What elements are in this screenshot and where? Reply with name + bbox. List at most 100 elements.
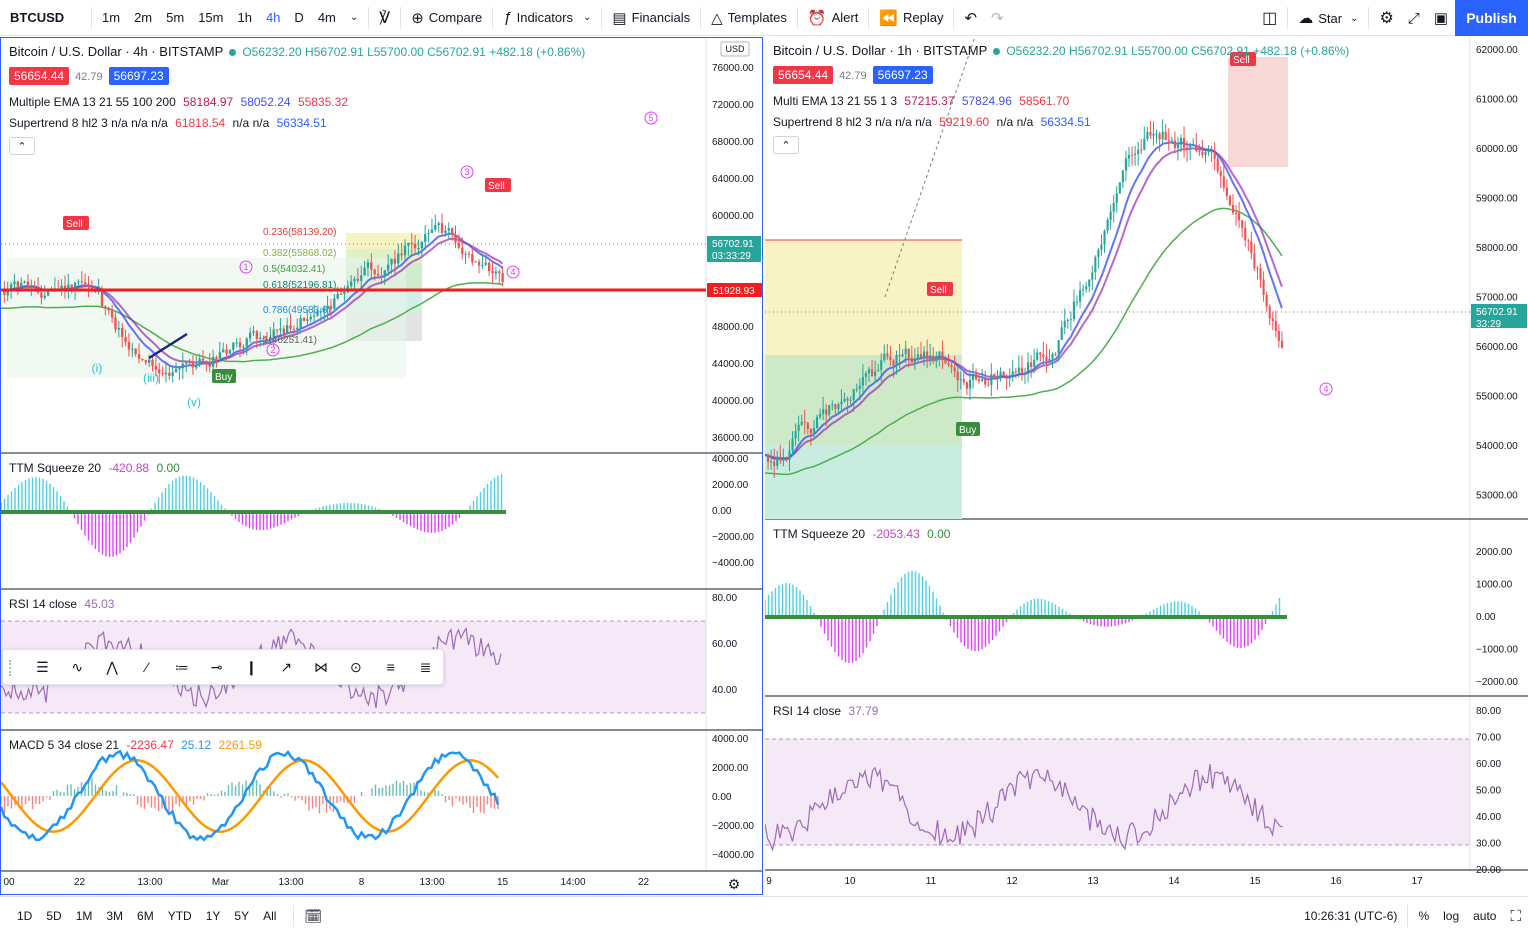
rsi-axis-label: 80.00 [1476, 706, 1501, 717]
compare-label: Compare [428, 10, 483, 25]
range-6m[interactable]: 6M [137, 909, 154, 923]
range-1d[interactable]: 1D [17, 909, 33, 923]
trend-line-icon[interactable]: ∕ [145, 659, 149, 675]
toolbar-divider [1368, 7, 1370, 29]
right-ema-legend[interactable]: Multi EMA 13 21 55 1 3 57215.37 57824.96… [773, 94, 1069, 108]
last-price-tag [1471, 304, 1527, 328]
range-5y[interactable]: 5Y [234, 909, 250, 923]
ask-badge[interactable]: 56697.23 [108, 67, 169, 85]
interval-d[interactable]: D [294, 10, 304, 25]
ttm-zero: 0.00 [927, 527, 951, 541]
log-scale-toggle[interactable]: log [1443, 909, 1460, 923]
abc-pattern-icon[interactable]: ⋀ [106, 658, 118, 675]
price-axis-label: 57000.00 [1476, 293, 1518, 304]
candle-body [1195, 145, 1198, 152]
range-all[interactable]: All [263, 909, 277, 923]
right-chart-panel[interactable]: 62000.00 61000.00 60000.00 59000.00 58000.00… [765, 37, 1528, 895]
elliott-wave-circle [506, 265, 520, 279]
ray-icon[interactable]: ↗ [280, 658, 293, 675]
interval-5m[interactable]: 5m [166, 10, 185, 25]
collapse-legend-chevron-up-icon[interactable]: ⌃ [773, 136, 799, 154]
left-chart-panel[interactable]: 76000.00 72000.00 68000.00 64000.00 60000.00… [0, 37, 763, 895]
interval-2m[interactable]: 2m [134, 10, 153, 25]
undo-icon[interactable]: ↶ [964, 9, 978, 27]
layout-icon[interactable]: ◫ [1262, 10, 1278, 27]
left-chart-title: Bitcoin / U.S. Dollar · 4h · BITSTAMP [9, 44, 224, 59]
candle-body [947, 363, 950, 366]
left-rsi-legend[interactable]: RSI 14 close 45.03 [9, 597, 114, 611]
settings-gear-icon[interactable]: ⚙ [1379, 10, 1394, 27]
fib-retracement-icon[interactable]: ≡ [386, 659, 395, 675]
left-ema-legend[interactable]: Multiple EMA 13 21 55 100 200 58184.97 5… [9, 95, 348, 109]
publish-button[interactable]: Publish [1455, 0, 1528, 36]
maximize-icon[interactable]: ⛶ [1510, 907, 1521, 925]
drawing-toolbar[interactable]: ☰ ∿ ⋀ ∕ ≔ ⊸ ❙ ↗ ⋈ ⊙ ≡ ≣ [2, 649, 444, 685]
sell-signal-badge [1230, 52, 1256, 66]
financials-button[interactable]: ▤ Financials [605, 0, 697, 36]
candle-body [306, 319, 309, 321]
auto-scale-toggle[interactable]: auto [1473, 909, 1497, 923]
percent-scale-toggle[interactable]: % [1418, 909, 1430, 923]
redo-icon[interactable]: ↷ [991, 9, 1004, 27]
fullscreen-icon[interactable]: ⤢ [1407, 9, 1420, 27]
candle-body [794, 431, 797, 439]
right-chart-canvas[interactable]: 62000.00 61000.00 60000.00 59000.00 58000.00… [765, 37, 1528, 895]
bid-badge[interactable]: 56654.44 [9, 67, 70, 85]
candle-body [333, 298, 336, 309]
range-5d[interactable]: 5D [46, 909, 62, 923]
candle-body [339, 293, 343, 295]
left-ttm-legend[interactable]: TTM Squeeze 20 -420.88 0.00 [9, 461, 180, 475]
candle-body [208, 362, 211, 367]
chevron-down-icon: ⌄ [1350, 12, 1359, 24]
replay-button[interactable]: ⏪ Replay [872, 0, 950, 36]
price-axis-label: 62000.00 [1476, 45, 1518, 56]
elliott-wave-icon[interactable]: ∿ [71, 658, 84, 675]
symbol-search[interactable]: BTCUSD [10, 10, 65, 25]
channel-icon[interactable]: ≔ [174, 658, 189, 675]
fib-spiral-icon[interactable]: ⊙ [350, 658, 362, 675]
right-rsi-legend[interactable]: RSI 14 close 37.79 [773, 704, 878, 718]
alert-button[interactable]: ⏰ Alert [801, 0, 865, 36]
interval-4h[interactable]: 4h [265, 10, 281, 25]
toolbar-divider [1407, 905, 1409, 927]
ask-badge[interactable]: 56697.23 [872, 66, 933, 84]
clock-timezone[interactable]: 10:26:31 (UTC-6) [1304, 909, 1398, 923]
range-3m[interactable]: 3M [106, 909, 124, 923]
star-button[interactable]: ☁ Star ⌄ [1291, 0, 1365, 36]
interval-1h[interactable]: 1h [237, 10, 252, 25]
time-axis-label: 10 [844, 876, 856, 887]
range-ytd[interactable]: YTD [167, 909, 192, 923]
interval-1m[interactable]: 1m [102, 10, 121, 25]
date-range-calendar-icon[interactable]: 🗓 [304, 907, 323, 924]
interval-4m[interactable]: 4m [317, 10, 336, 25]
candle-body [383, 270, 386, 277]
camera-icon[interactable]: ▣ [1433, 10, 1448, 27]
supertrend-red-value: 61818.54 [175, 116, 226, 130]
horizontal-ray-icon[interactable]: ⊸ [210, 658, 223, 675]
indicators-button[interactable]: ƒ Indicators ⌄ [496, 0, 598, 36]
left-supertrend-legend[interactable]: Supertrend 8 hl2 3 n/a n/a n/a 61818.54 … [9, 116, 327, 130]
chart-type-candles-icon[interactable]: ℣ [379, 9, 391, 27]
bid-badge[interactable]: 56654.44 [773, 66, 834, 84]
collapse-legend-chevron-up-icon[interactable]: ⌃ [9, 137, 35, 155]
horizontal-lines-icon[interactable]: ☰ [36, 658, 49, 675]
interval-15m[interactable]: 15m [198, 10, 224, 25]
left-macd-legend[interactable]: MACD 5 34 close 21 -2236.47 25.12 2261.5… [9, 738, 262, 752]
candle-body [766, 454, 770, 463]
ema-value-3: 58561.70 [1019, 94, 1070, 108]
fib-extension-icon[interactable]: ≣ [419, 658, 432, 675]
right-ttm-legend[interactable]: TTM Squeeze 20 -2053.43 0.00 [773, 527, 950, 541]
candle-body [1060, 327, 1063, 341]
drag-handle[interactable] [9, 660, 15, 676]
right-supertrend-legend[interactable]: Supertrend 8 hl2 3 n/a n/a n/a 59219.60 … [773, 115, 1091, 129]
candle-body [834, 404, 837, 410]
templates-button[interactable]: △ Templates [704, 0, 794, 36]
interval-dropdown-chevron-icon[interactable]: ⌄ [349, 12, 359, 23]
pattern-icon[interactable]: ⋈ [314, 658, 329, 675]
candle-body [70, 284, 73, 290]
candle-body [390, 258, 393, 265]
compare-button[interactable]: ⊕ Compare [404, 0, 489, 36]
range-1m[interactable]: 1M [75, 909, 93, 923]
vertical-lines-icon[interactable]: ❙ [245, 658, 258, 675]
range-1y[interactable]: 1Y [205, 909, 221, 923]
